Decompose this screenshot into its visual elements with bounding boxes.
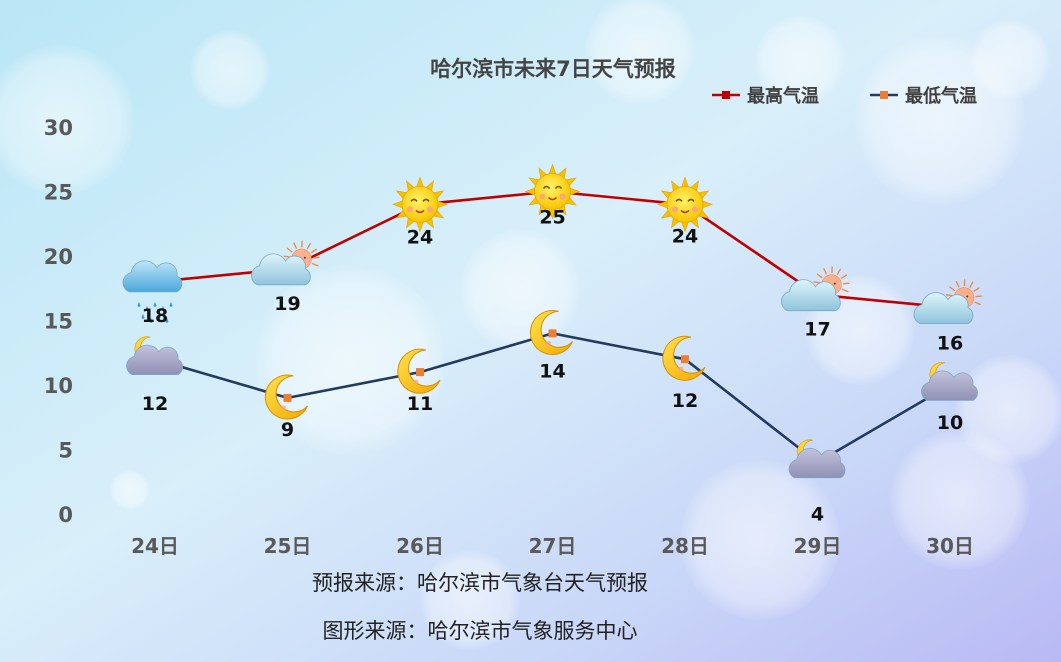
- sun-icon: [657, 176, 713, 233]
- data-label: 19: [274, 293, 300, 315]
- y-tick-label: 0: [58, 503, 73, 527]
- sun-icon: [524, 163, 581, 220]
- y-axis: 0 5 10 15 20 25 30: [44, 116, 73, 527]
- y-tick-label: 15: [44, 310, 73, 334]
- graphic-source: 图形来源：哈尔滨市气象服务中心: [322, 619, 638, 643]
- x-tick-label: 26日: [396, 534, 444, 558]
- y-tick-label: 5: [58, 439, 73, 463]
- y-tick-label: 20: [44, 245, 73, 269]
- x-axis: 24日 25日 26日 27日 28日 29日 30日: [131, 534, 974, 558]
- legend-item-high: 最高气温: [712, 85, 819, 107]
- moon-icon: [529, 310, 573, 355]
- data-point: [416, 368, 424, 377]
- series-high: 18 19 24 25 24 17 16: [122, 163, 983, 355]
- y-tick-label: 10: [44, 374, 73, 398]
- series-low: 12 9 11 14 12 4 10: [126, 310, 978, 525]
- moon-cloud-icon: [126, 336, 183, 375]
- data-label: 12: [672, 390, 698, 412]
- x-tick-label: 30日: [926, 534, 974, 558]
- sun-cloud-icon: [913, 279, 983, 325]
- legend-item-low: 最低气温: [870, 85, 977, 107]
- legend-label-low: 最低气温: [905, 85, 977, 107]
- moon-icon: [264, 374, 308, 420]
- data-label: 4: [811, 503, 824, 525]
- sun-cloud-icon: [781, 266, 850, 312]
- data-label: 12: [142, 393, 168, 415]
- rain-cloud-icon: [122, 260, 183, 323]
- chart-title: 哈尔滨市未来7日天气预报: [430, 57, 676, 81]
- data-label: 9: [281, 419, 294, 441]
- moon-icon: [397, 348, 441, 394]
- forecast-source: 预报来源：哈尔滨市气象台天气预报: [312, 571, 648, 595]
- data-point: [283, 393, 292, 402]
- sun-cloud-icon: [251, 240, 320, 286]
- data-label: 14: [539, 360, 565, 382]
- moon-cloud-icon: [921, 362, 978, 401]
- data-label: 11: [407, 393, 433, 415]
- data-label: 16: [937, 333, 963, 355]
- moon-cloud-icon: [788, 439, 846, 479]
- data-point: [548, 329, 557, 338]
- y-tick-label: 30: [44, 116, 73, 140]
- data-label: 10: [937, 412, 963, 434]
- sun-icon: [392, 176, 448, 233]
- data-label: 25: [539, 207, 565, 229]
- data-label: 17: [804, 319, 830, 341]
- legend-label-high: 最高气温: [747, 85, 819, 107]
- x-tick-label: 25日: [264, 534, 312, 558]
- data-point: [681, 355, 689, 364]
- data-label: 24: [672, 225, 698, 247]
- data-label: 18: [142, 305, 168, 327]
- series-layer: 18 19 24 25 24 17 16 12 9 11 14 12 4 10: [122, 163, 983, 525]
- y-tick-label: 25: [44, 181, 73, 205]
- legend: 最高气温 最低气温: [712, 85, 977, 107]
- x-tick-label: 29日: [794, 534, 842, 558]
- x-tick-label: 27日: [529, 534, 577, 558]
- moon-icon: [662, 335, 706, 381]
- x-tick-label: 28日: [661, 534, 709, 558]
- x-tick-label: 24日: [131, 534, 179, 558]
- data-label: 24: [407, 226, 433, 248]
